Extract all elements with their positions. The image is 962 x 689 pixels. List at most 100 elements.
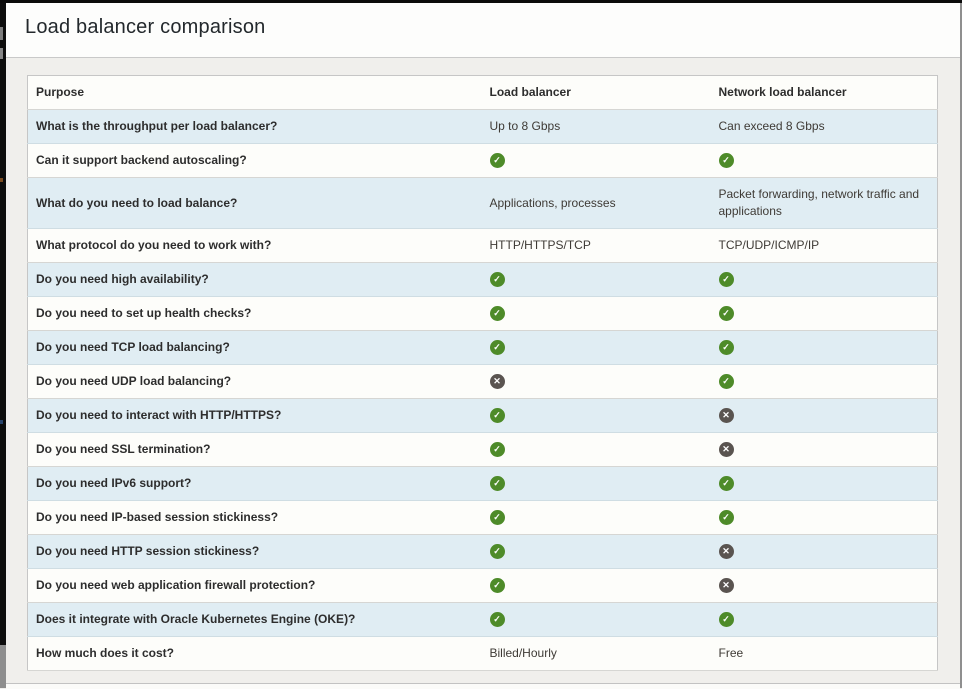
table-row: What protocol do you need to work with? … xyxy=(27,228,938,263)
table-row: Do you need UDP load balancing? ✕ ✓ xyxy=(27,364,938,399)
column-header-purpose: Purpose xyxy=(27,75,480,110)
question-cell: Do you need HTTP session stickiness? xyxy=(27,534,480,569)
window-edge-left xyxy=(0,0,6,645)
check-icon: ✓ xyxy=(489,544,505,560)
table-row: Do you need high availability? ✓ ✓ xyxy=(27,262,938,297)
network-load-balancer-cell: ✕ xyxy=(708,534,938,569)
question-cell: Do you need TCP load balancing? xyxy=(27,330,480,365)
network-load-balancer-cell: ✓ xyxy=(708,262,938,297)
network-load-balancer-cell: ✓ xyxy=(708,143,938,178)
check-icon: ✓ xyxy=(489,476,505,492)
question-cell: Do you need web application firewall pro… xyxy=(27,568,480,603)
load-balancer-cell: ✓ xyxy=(479,568,709,603)
check-icon: ✓ xyxy=(489,272,505,288)
table-row: Does it integrate with Oracle Kubernetes… xyxy=(27,602,938,637)
load-balancer-cell: ✓ xyxy=(479,262,709,297)
check-icon: ✓ xyxy=(489,612,505,628)
table-row: Do you need TCP load balancing? ✓ ✓ xyxy=(27,330,938,365)
check-icon: ✓ xyxy=(489,153,505,169)
column-header-load-balancer: Load balancer xyxy=(479,75,709,110)
network-load-balancer-cell: ✓ xyxy=(708,330,938,365)
load-balancer-cell: Applications, processes xyxy=(479,177,709,229)
check-icon: ✓ xyxy=(489,578,505,594)
network-load-balancer-cell: ✕ xyxy=(708,398,938,433)
cross-icon: ✕ xyxy=(718,578,734,594)
content-area: Purpose Load balancer Network load balan… xyxy=(6,58,960,683)
network-load-balancer-cell: TCP/UDP/ICMP/IP xyxy=(708,228,938,263)
table-row: Do you need SSL termination? ✓ ✕ xyxy=(27,432,938,467)
table-row: Do you need to set up health checks? ✓ ✓ xyxy=(27,296,938,331)
network-load-balancer-cell: Packet forwarding, network traffic and a… xyxy=(708,177,938,229)
table-row: Do you need to interact with HTTP/HTTPS?… xyxy=(27,398,938,433)
network-load-balancer-cell: ✓ xyxy=(708,364,938,399)
question-cell: Do you need UDP load balancing? xyxy=(27,364,480,399)
edge-notch xyxy=(0,178,3,182)
check-icon: ✓ xyxy=(718,272,734,288)
table-row: Can it support backend autoscaling? ✓ ✓ xyxy=(27,143,938,178)
check-icon: ✓ xyxy=(718,374,734,390)
question-cell: How much does it cost? xyxy=(27,636,480,671)
check-icon: ✓ xyxy=(718,510,734,526)
load-balancer-cell: ✓ xyxy=(479,534,709,569)
check-icon: ✓ xyxy=(489,442,505,458)
load-balancer-cell: Up to 8 Gbps xyxy=(479,109,709,144)
network-load-balancer-cell: Can exceed 8 Gbps xyxy=(708,109,938,144)
question-cell: Do you need to interact with HTTP/HTTPS? xyxy=(27,398,480,433)
question-cell: Do you need to set up health checks? xyxy=(27,296,480,331)
network-load-balancer-cell: ✓ xyxy=(708,500,938,535)
comparison-table-body: What is the throughput per load balancer… xyxy=(27,109,938,671)
table-row: What do you need to load balance? Applic… xyxy=(27,177,938,229)
comparison-table: Purpose Load balancer Network load balan… xyxy=(27,75,938,671)
table-row: How much does it cost? Billed/Hourly Fre… xyxy=(27,636,938,671)
table-row: Do you need IP-based session stickiness?… xyxy=(27,500,938,535)
load-balancer-cell: ✓ xyxy=(479,500,709,535)
question-cell: Do you need high availability? xyxy=(27,262,480,297)
question-cell: Do you need IP-based session stickiness? xyxy=(27,500,480,535)
check-icon: ✓ xyxy=(489,510,505,526)
load-balancer-cell: HTTP/HTTPS/TCP xyxy=(479,228,709,263)
load-balancer-cell: ✓ xyxy=(479,296,709,331)
network-load-balancer-cell: ✓ xyxy=(708,466,938,501)
question-cell: What is the throughput per load balancer… xyxy=(27,109,480,144)
table-row: Do you need HTTP session stickiness? ✓ ✕ xyxy=(27,534,938,569)
check-icon: ✓ xyxy=(489,340,505,356)
cross-icon: ✕ xyxy=(489,374,505,390)
question-cell: What do you need to load balance? xyxy=(27,177,480,229)
table-row: What is the throughput per load balancer… xyxy=(27,109,938,144)
check-icon: ✓ xyxy=(718,612,734,628)
cross-icon: ✕ xyxy=(718,442,734,458)
load-balancer-cell: ✓ xyxy=(479,432,709,467)
table-row: Do you need IPv6 support? ✓ ✓ xyxy=(27,466,938,501)
question-cell: What protocol do you need to work with? xyxy=(27,228,480,263)
network-load-balancer-cell: Free xyxy=(708,636,938,671)
network-load-balancer-cell: ✕ xyxy=(708,432,938,467)
check-icon: ✓ xyxy=(718,476,734,492)
check-icon: ✓ xyxy=(489,306,505,322)
window-edge-top xyxy=(0,0,962,3)
load-balancer-cell: Billed/Hourly xyxy=(479,636,709,671)
window-edge-right xyxy=(960,3,962,688)
page-header: Load balancer comparison xyxy=(6,3,960,58)
window-edge-left-bottom xyxy=(0,645,6,688)
load-balancer-cell: ✓ xyxy=(479,398,709,433)
question-cell: Does it integrate with Oracle Kubernetes… xyxy=(27,602,480,637)
network-load-balancer-cell: ✓ xyxy=(708,296,938,331)
cross-icon: ✕ xyxy=(718,408,734,424)
edge-notch xyxy=(0,27,3,40)
check-icon: ✓ xyxy=(718,306,734,322)
network-load-balancer-cell: ✓ xyxy=(708,602,938,637)
cross-icon: ✕ xyxy=(718,544,734,560)
load-balancer-cell: ✓ xyxy=(479,143,709,178)
edge-notch xyxy=(0,48,3,59)
load-balancer-cell: ✓ xyxy=(479,466,709,501)
load-balancer-cell: ✕ xyxy=(479,364,709,399)
table-row: Do you need web application firewall pro… xyxy=(27,568,938,603)
bottom-strip xyxy=(6,683,960,689)
check-icon: ✓ xyxy=(489,408,505,424)
question-cell: Do you need SSL termination? xyxy=(27,432,480,467)
check-icon: ✓ xyxy=(718,340,734,356)
load-balancer-cell: ✓ xyxy=(479,330,709,365)
question-cell: Do you need IPv6 support? xyxy=(27,466,480,501)
column-header-network-load-balancer: Network load balancer xyxy=(708,75,938,110)
